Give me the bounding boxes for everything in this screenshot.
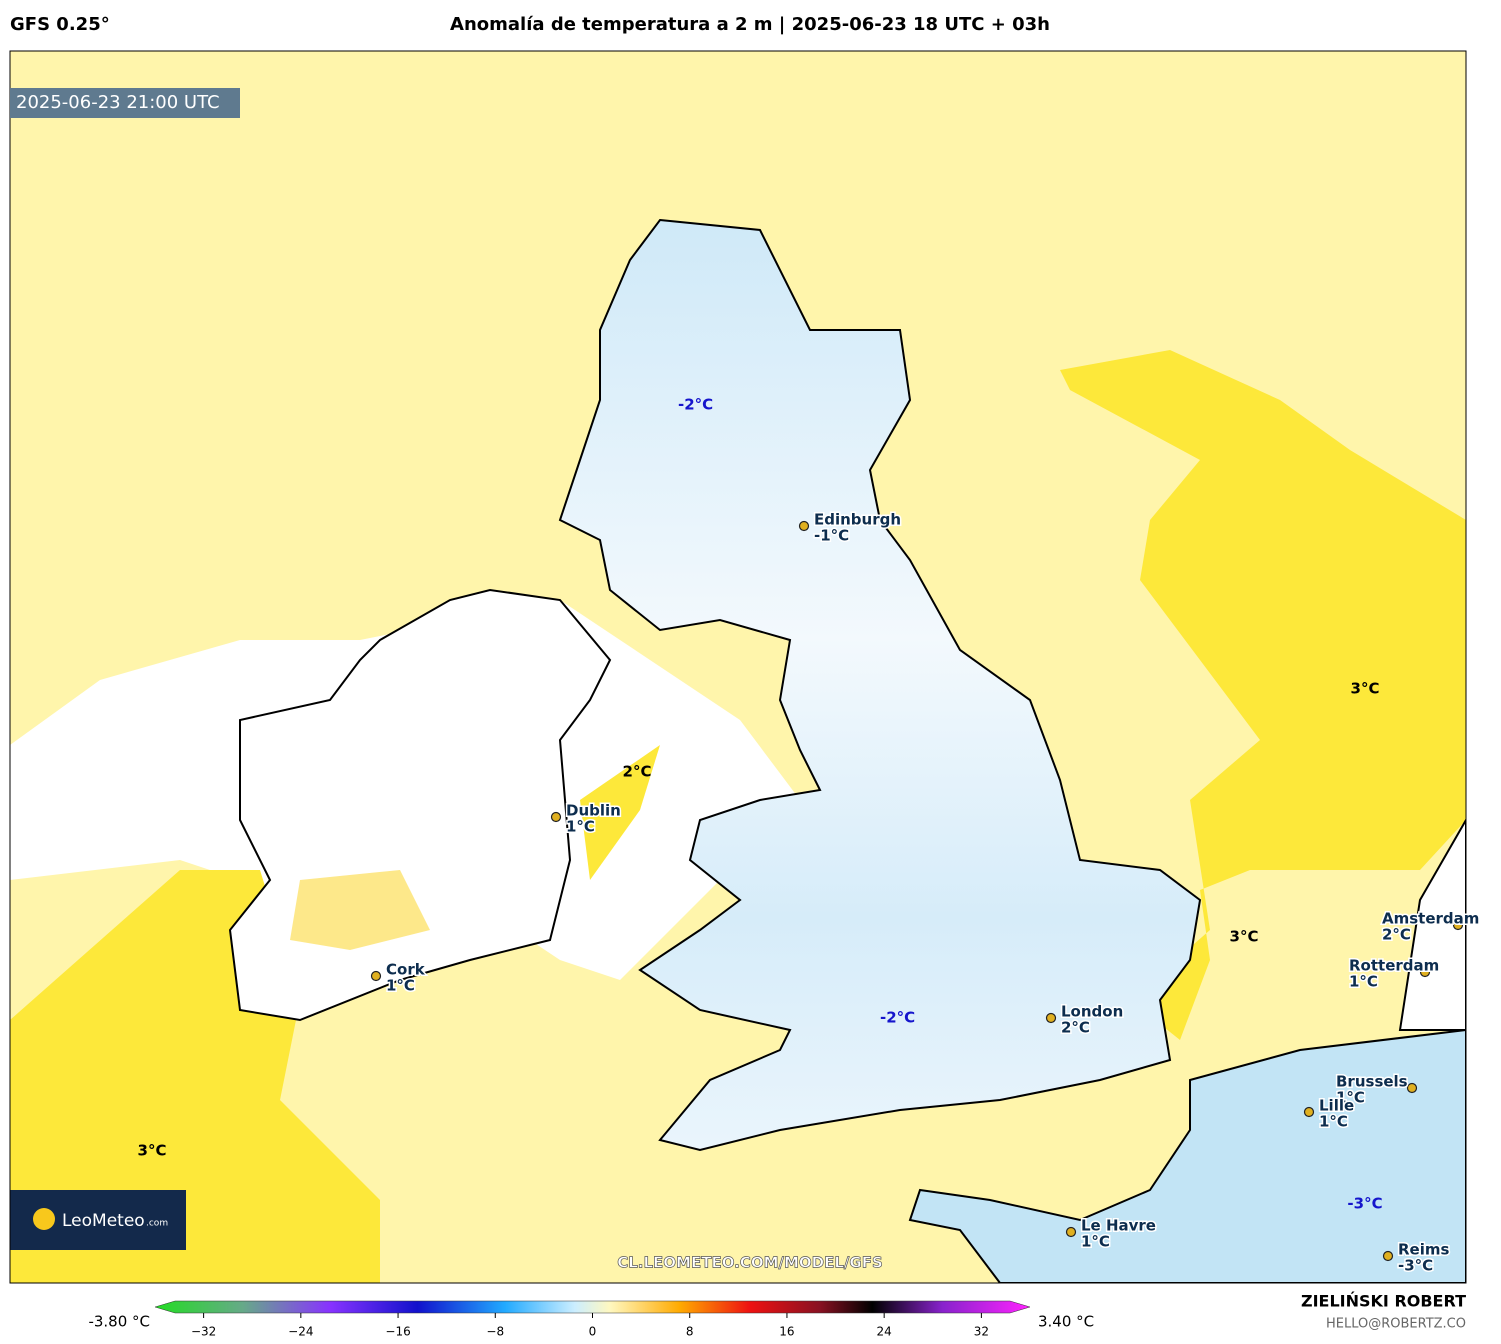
- city-name: Brussels: [1336, 1073, 1408, 1091]
- colorbar-tick-label: 16: [779, 1325, 794, 1339]
- colorbar: [154, 1300, 1031, 1314]
- warm-area: [580, 745, 660, 880]
- timestamp: 2025-06-23 21:00 UTC: [16, 92, 220, 113]
- city-name: Reims: [1398, 1241, 1449, 1259]
- city-temp: 1°C: [1081, 1233, 1110, 1251]
- city-dot: [550, 811, 562, 823]
- map-frame: [9, 50, 1467, 1284]
- colorbar-tick-label: 32: [974, 1325, 989, 1339]
- model-label: GFS 0.25°: [10, 14, 110, 35]
- city-name: Dublin: [566, 802, 621, 820]
- netherlands: [1398, 817, 1466, 1031]
- region-label: -3°C: [1347, 1195, 1382, 1213]
- city-dot: [798, 520, 810, 532]
- region-label: 3°C: [1351, 680, 1380, 698]
- city-dot: [1303, 1106, 1315, 1118]
- great-britain: [558, 218, 1202, 1152]
- city-temp: 1°C: [566, 818, 595, 836]
- colorbar-tick-label: −8: [486, 1325, 504, 1339]
- city-dot: [1065, 1226, 1077, 1238]
- colorbar-tick-label: −32: [191, 1325, 216, 1339]
- city-dot: [1452, 919, 1464, 931]
- logo-sun: [33, 1208, 55, 1230]
- map: LeoMeteo .com CL.LEOMETEO.COM/MODEL/GFS: [10, 51, 1466, 1283]
- city-dot: [1045, 1012, 1057, 1024]
- region-label: 3°C: [1230, 928, 1259, 946]
- author-email: HELLO@ROBERTZ.CO: [1326, 1317, 1466, 1332]
- france-belgium: [908, 1028, 1466, 1283]
- region-label: 3°C: [138, 1142, 167, 1160]
- warm-area: [1060, 350, 1466, 1040]
- city-dot: [1382, 1250, 1394, 1262]
- city-temp: 1°C: [386, 977, 415, 995]
- region-label: -2°C: [880, 1009, 915, 1027]
- city-dot: [370, 970, 382, 982]
- city-name: Le Havre: [1081, 1217, 1156, 1235]
- city-temp: 2°C: [1061, 1019, 1090, 1037]
- logo-text: LeoMeteo: [62, 1211, 145, 1231]
- colorbar-tick-label: −16: [385, 1325, 410, 1339]
- city-dot: [1406, 1082, 1418, 1094]
- city-name: Lille: [1319, 1097, 1354, 1115]
- city-dot: [1419, 966, 1431, 978]
- region-label: -2°C: [678, 396, 713, 414]
- colorbar-tick-label: 24: [877, 1325, 892, 1339]
- city-name: Rotterdam: [1349, 957, 1439, 975]
- logo-suffix: .com: [146, 1219, 168, 1229]
- warm-area: [290, 870, 430, 950]
- region-label: 2°C: [623, 763, 652, 781]
- city-temp: -1°C: [814, 527, 849, 545]
- timestamp-box: [10, 88, 240, 118]
- title: Anomalía de temperatura a 2 m | 2025-06-…: [450, 14, 1050, 35]
- colorbar-min: -3.80 °C: [88, 1313, 150, 1331]
- source-url: CL.LEOMETEO.COM/MODEL/GFS: [617, 1254, 883, 1272]
- colorbar-tick-label: 8: [686, 1325, 694, 1339]
- city-temp: 2°C: [1382, 926, 1411, 944]
- colorbar-tick-label: −24: [288, 1325, 313, 1339]
- city-name: London: [1061, 1003, 1123, 1021]
- city-temp: 1°C: [1336, 1089, 1365, 1107]
- colorbar-tick-label: 0: [589, 1325, 597, 1339]
- author-name: ZIELIŃSKI ROBERT: [1301, 1292, 1466, 1311]
- city-temp: -3°C: [1398, 1257, 1433, 1275]
- city-name: Amsterdam: [1382, 910, 1479, 928]
- city-temp: 1°C: [1319, 1113, 1348, 1131]
- city-name: Cork: [386, 961, 426, 979]
- colorbar-max: 3.40 °C: [1038, 1313, 1094, 1331]
- city-temp: 1°C: [1349, 973, 1378, 991]
- city-name: Edinburgh: [814, 511, 901, 529]
